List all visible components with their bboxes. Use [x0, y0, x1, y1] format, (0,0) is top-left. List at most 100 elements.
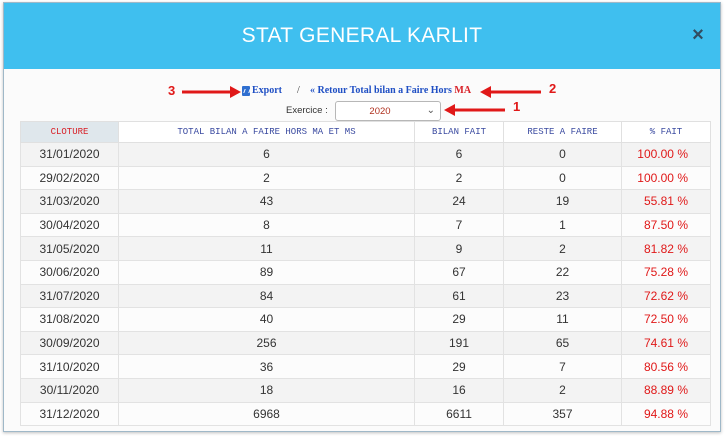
- annotation-number-1: 1: [513, 99, 521, 114]
- table-body: 31/01/2020 6 6 0 100.00 % 29/02/2020 2 2 0 100.00…: [20, 142, 711, 427]
- modal-title: STAT GENERAL KARLIT: [241, 24, 483, 47]
- cell-total: 18: [118, 377, 415, 403]
- annotation-number-2: 2: [549, 81, 557, 96]
- table-row: 29/02/2020 2 2 0 100.00 %: [20, 165, 711, 191]
- cell-pct: 100.00 %: [621, 165, 711, 191]
- close-button[interactable]: ×: [688, 23, 708, 47]
- cell-pct: 74.61 %: [621, 330, 711, 356]
- cell-cloture: 31/01/2020: [20, 142, 119, 167]
- table-row: 31/03/2020 43 24 19 55.81 %: [20, 189, 711, 214]
- cell-total: 6968: [118, 401, 415, 427]
- cell-pct: 80.56 %: [621, 354, 711, 379]
- cell-total: 36: [118, 354, 415, 379]
- cell-pct: 88.89 %: [621, 377, 711, 403]
- excel-icon: [242, 85, 250, 96]
- stats-table: CLOTURE TOTAL BILAN A FAIRE HORS MA ET M…: [20, 121, 711, 427]
- modal-header: STAT GENERAL KARLIT ×: [4, 3, 720, 69]
- cell-cloture: 31/05/2020: [20, 236, 119, 261]
- cell-cloture: 31/10/2020: [20, 354, 119, 379]
- cell-bilan-fait: 61: [414, 283, 504, 309]
- back-link[interactable]: « Retour Total bilan a Faire Hors MA: [310, 85, 471, 96]
- export-link[interactable]: Export: [242, 85, 282, 96]
- table-row: 30/04/2020 8 7 1 87.50 %: [20, 212, 711, 238]
- column-header-bilan-fait[interactable]: BILAN FAIT: [414, 121, 504, 143]
- cell-cloture: 30/06/2020: [20, 259, 119, 285]
- cell-pct: 55.81 %: [621, 189, 711, 214]
- cell-cloture: 30/04/2020: [20, 212, 119, 238]
- cell-reste: 2: [503, 236, 622, 261]
- cell-reste: 22: [503, 259, 622, 285]
- cell-total: 40: [118, 307, 415, 332]
- cell-bilan-fait: 24: [414, 189, 504, 214]
- toolbar-separator: /: [297, 85, 300, 96]
- cell-cloture: 29/02/2020: [20, 165, 119, 191]
- cell-reste: 0: [503, 165, 622, 191]
- cell-pct: 87.50 %: [621, 212, 711, 238]
- cell-reste: 23: [503, 283, 622, 309]
- cell-cloture: 30/09/2020: [20, 330, 119, 356]
- cell-pct: 100.00 %: [621, 142, 711, 167]
- cell-bilan-fait: 6611: [414, 401, 504, 427]
- column-header-total[interactable]: TOTAL BILAN A FAIRE HORS MA ET MS: [118, 121, 415, 143]
- annotation-arrow-3: [182, 86, 241, 98]
- column-header-cloture[interactable]: CLOTURE: [20, 121, 119, 143]
- cell-reste: 19: [503, 189, 622, 214]
- cell-cloture: 30/11/2020: [20, 377, 119, 403]
- table-row: 30/06/2020 89 67 22 75.28 %: [20, 259, 711, 285]
- stats-table-wrapper: CLOTURE TOTAL BILAN A FAIRE HORS MA ET M…: [20, 121, 711, 427]
- cell-reste: 65: [503, 330, 622, 356]
- export-label: Export: [252, 85, 282, 96]
- exercice-row: Exercice : 2020 ⌄: [4, 101, 720, 123]
- cell-reste: 7: [503, 354, 622, 379]
- annotation-arrow-1: [444, 104, 505, 116]
- cell-total: 2: [118, 165, 415, 191]
- cell-reste: 2: [503, 377, 622, 403]
- cell-bilan-fait: 9: [414, 236, 504, 261]
- back-label: Retour Total bilan a Faire Hors: [317, 85, 455, 96]
- cell-bilan-fait: 191: [414, 330, 504, 356]
- table-row: 31/10/2020 36 29 7 80.56 %: [20, 354, 711, 379]
- cell-bilan-fait: 29: [414, 307, 504, 332]
- table-row: 31/07/2020 84 61 23 72.62 %: [20, 283, 711, 309]
- cell-reste: 357: [503, 401, 622, 427]
- cell-bilan-fait: 67: [414, 259, 504, 285]
- year-select[interactable]: 2020 ⌄: [335, 101, 441, 121]
- cell-bilan-fait: 29: [414, 354, 504, 379]
- cell-reste: 1: [503, 212, 622, 238]
- cell-total: 8: [118, 212, 415, 238]
- table-row: 31/08/2020 40 29 11 72.50 %: [20, 307, 711, 332]
- cell-pct: 94.88 %: [621, 401, 711, 427]
- cell-total: 6: [118, 142, 415, 167]
- annotation-arrow-2: [480, 86, 541, 98]
- cell-reste: 11: [503, 307, 622, 332]
- year-select-value: 2020: [369, 106, 391, 117]
- table-header-row: CLOTURE TOTAL BILAN A FAIRE HORS MA ET M…: [20, 121, 711, 143]
- cell-total: 89: [118, 259, 415, 285]
- cell-pct: 72.62 %: [621, 283, 711, 309]
- annotation-number-3: 3: [168, 83, 176, 98]
- cell-cloture: 31/07/2020: [20, 283, 119, 309]
- cell-bilan-fait: 16: [414, 377, 504, 403]
- close-icon: ×: [692, 24, 704, 46]
- table-row: 31/12/2020 6968 6611 357 94.88 %: [20, 401, 711, 427]
- column-header-reste[interactable]: RESTE A FAIRE: [503, 121, 622, 143]
- cell-total: 11: [118, 236, 415, 261]
- cell-cloture: 31/12/2020: [20, 401, 119, 427]
- cell-pct: 81.82 %: [621, 236, 711, 261]
- cell-reste: 0: [503, 142, 622, 167]
- exercice-label: Exercice :: [286, 105, 328, 116]
- double-chevron-left-icon: «: [310, 85, 315, 96]
- cell-pct: 75.28 %: [621, 259, 711, 285]
- cell-pct: 72.50 %: [621, 307, 711, 332]
- cell-bilan-fait: 7: [414, 212, 504, 238]
- column-header-pct[interactable]: % FAIT: [621, 121, 711, 143]
- back-emphasis: MA: [454, 85, 472, 96]
- cell-total: 84: [118, 283, 415, 309]
- cell-bilan-fait: 2: [414, 165, 504, 191]
- table-row: 30/09/2020 256 191 65 74.61 %: [20, 330, 711, 356]
- cell-total: 43: [118, 189, 415, 214]
- table-row: 31/05/2020 11 9 2 81.82 %: [20, 236, 711, 261]
- toolbar: Export / « Retour Total bilan a Faire Ho…: [4, 83, 720, 99]
- chevron-down-icon: ⌄: [426, 105, 435, 116]
- cell-cloture: 31/03/2020: [20, 189, 119, 214]
